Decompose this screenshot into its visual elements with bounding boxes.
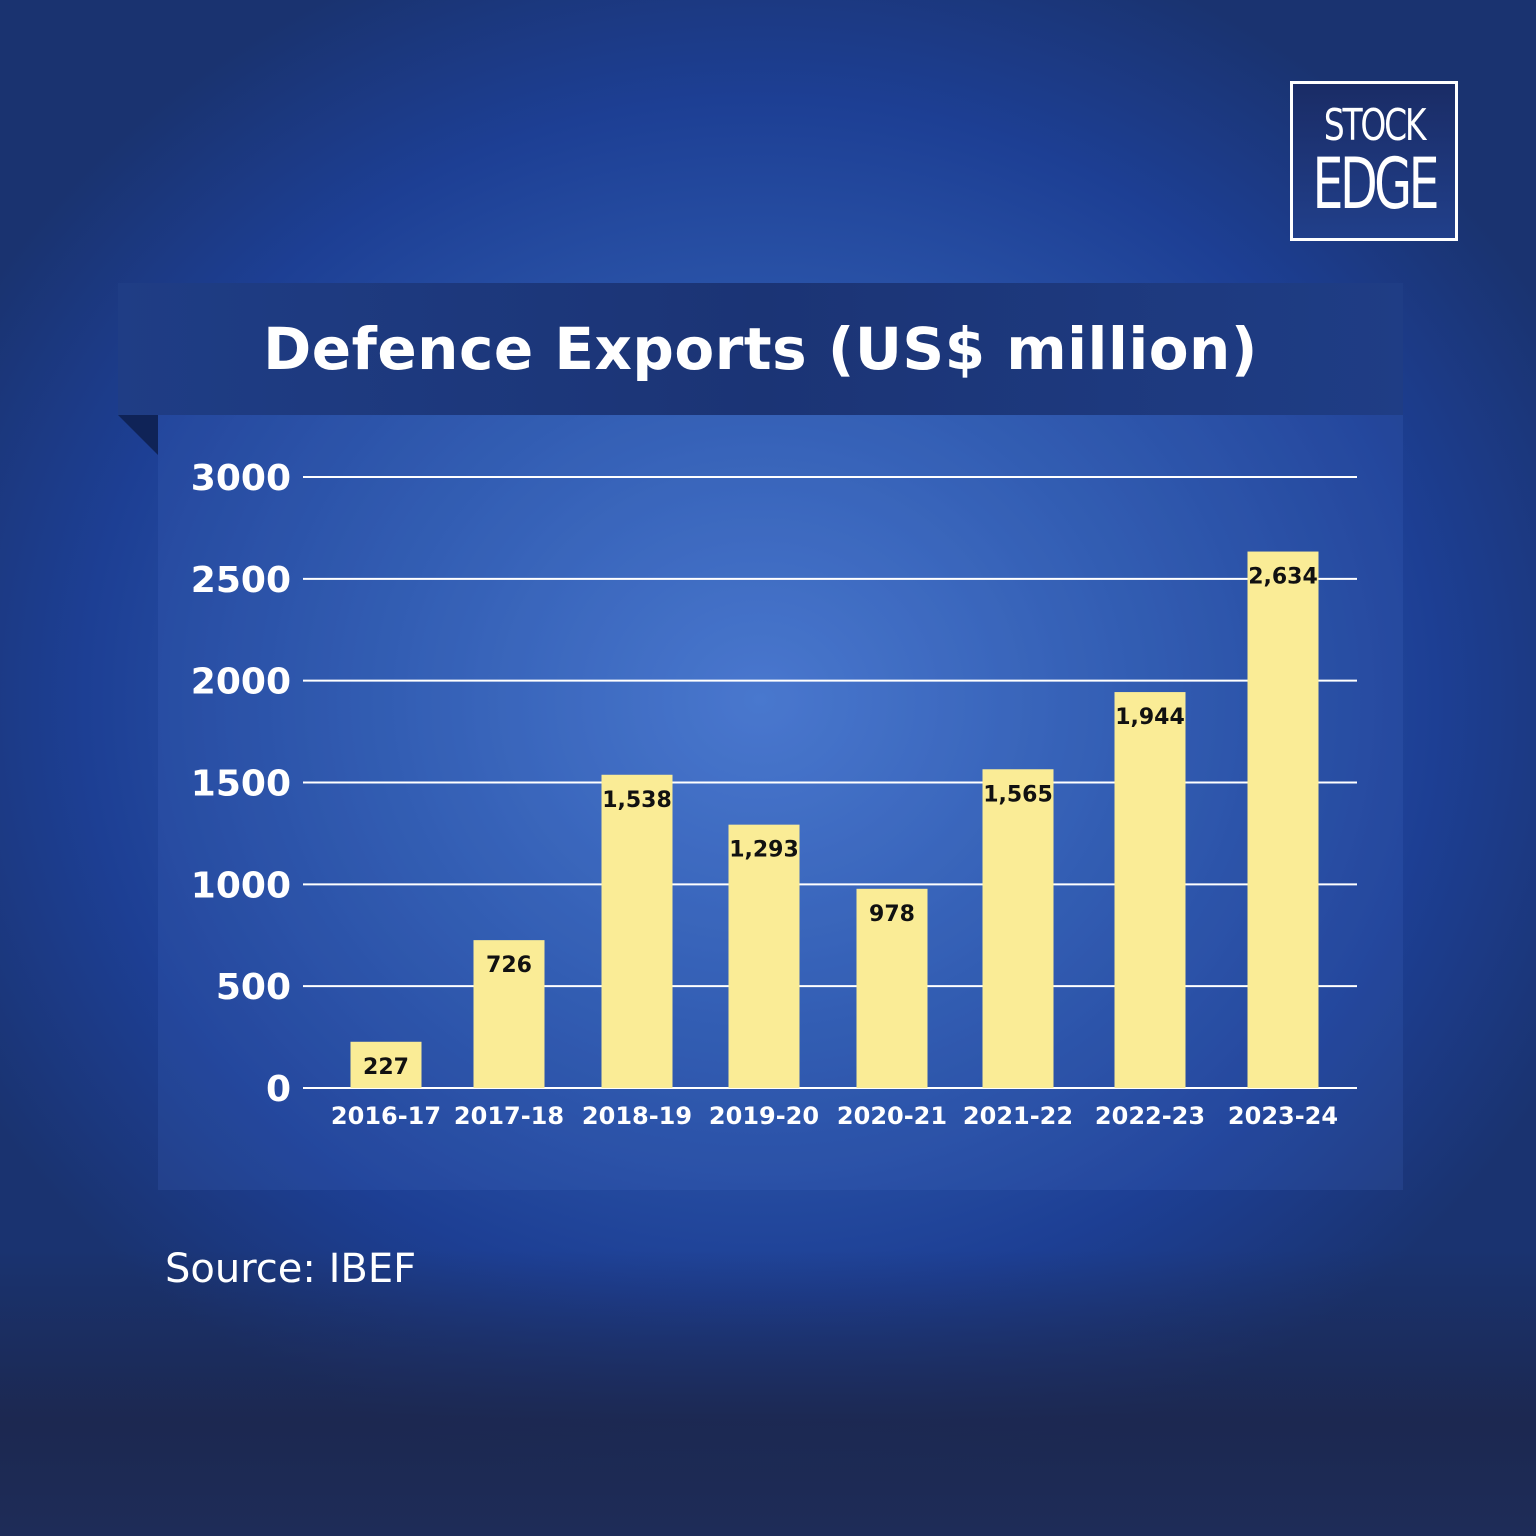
bar: [601, 774, 673, 1088]
x-tick-label: 2022-23: [1095, 1102, 1205, 1130]
bar-value-label: 2,634: [1248, 565, 1318, 590]
background-fade: [0, 1250, 1536, 1536]
bar: [856, 888, 928, 1088]
bar-value-label: 227: [363, 1055, 409, 1080]
source-note: Source: IBEF: [165, 1246, 417, 1292]
y-tick-label: 2000: [191, 662, 291, 703]
title-banner: Defence Exports (US$ million): [118, 283, 1403, 415]
bar-value-label: 978: [869, 902, 915, 927]
bar: [1247, 551, 1319, 1088]
bar-value-label: 1,293: [729, 838, 799, 863]
bar: [350, 1041, 422, 1088]
bar-value-label: 1,565: [983, 782, 1053, 807]
x-tick-label: 2021-22: [963, 1102, 1073, 1130]
bar-value-label: 1,944: [1115, 705, 1185, 730]
y-tick-label: 500: [216, 967, 291, 1008]
bar-value-label: 1,538: [602, 788, 672, 813]
x-tick-label: 2023-24: [1228, 1102, 1338, 1130]
stockedge-logo: STOCK EDGE: [1290, 81, 1458, 241]
chart-title: Defence Exports (US$ million): [263, 315, 1258, 383]
y-tick-label: 1500: [191, 764, 291, 805]
x-tick-label: 2017-18: [454, 1102, 564, 1130]
x-tick-label: 2018-19: [582, 1102, 692, 1130]
logo-line1: STOCK: [1323, 100, 1427, 151]
bar: [982, 769, 1054, 1088]
x-tick-label: 2019-20: [709, 1102, 819, 1130]
y-tick-label: 2500: [191, 560, 291, 601]
y-tick-label: 1000: [191, 865, 291, 906]
x-tick-label: 2020-21: [837, 1102, 947, 1130]
bar: [473, 940, 545, 1088]
banner-fold: [118, 415, 158, 455]
y-tick-label: 3000: [191, 458, 291, 499]
x-tick-label: 2016-17: [331, 1102, 441, 1130]
bar-value-label: 726: [486, 953, 532, 978]
bar: [728, 824, 800, 1088]
logo-line2: EDGE: [1312, 143, 1439, 225]
bar: [1114, 692, 1186, 1088]
y-tick-label: 0: [266, 1069, 291, 1110]
